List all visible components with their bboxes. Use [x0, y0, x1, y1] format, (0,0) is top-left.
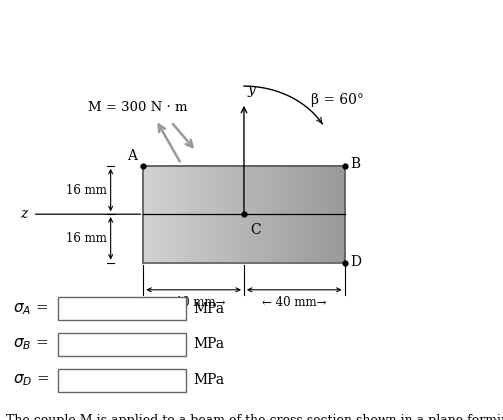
Text: $\sigma_D$ =: $\sigma_D$ = — [13, 372, 49, 388]
Text: 16 mm: 16 mm — [66, 232, 107, 245]
Bar — [58, 297, 186, 320]
Text: ← 40 mm→: ← 40 mm→ — [262, 296, 326, 309]
Text: MPa: MPa — [194, 302, 225, 316]
Text: The couple M is applied to a beam of the cross section shown in a plane forming : The couple M is applied to a beam of the… — [6, 414, 503, 420]
Text: $\sigma_A$ =: $\sigma_A$ = — [13, 301, 48, 317]
Bar — [58, 333, 186, 356]
Text: MPa: MPa — [194, 337, 225, 352]
Text: β = 60°: β = 60° — [311, 93, 364, 107]
Text: z: z — [21, 207, 28, 221]
Text: C: C — [250, 223, 261, 236]
Text: A: A — [127, 149, 137, 163]
Text: 16 mm: 16 mm — [66, 184, 107, 197]
Text: D: D — [351, 255, 362, 270]
Bar — [143, 166, 345, 262]
Text: ← 40 mm→: ← 40 mm→ — [161, 296, 226, 309]
Text: $\sigma_B$ =: $\sigma_B$ = — [13, 336, 48, 352]
Text: B: B — [351, 157, 361, 171]
Text: MPa: MPa — [194, 373, 225, 387]
Text: M = 300 N · m: M = 300 N · m — [88, 101, 188, 113]
Text: y: y — [248, 83, 256, 97]
Bar — [58, 369, 186, 392]
